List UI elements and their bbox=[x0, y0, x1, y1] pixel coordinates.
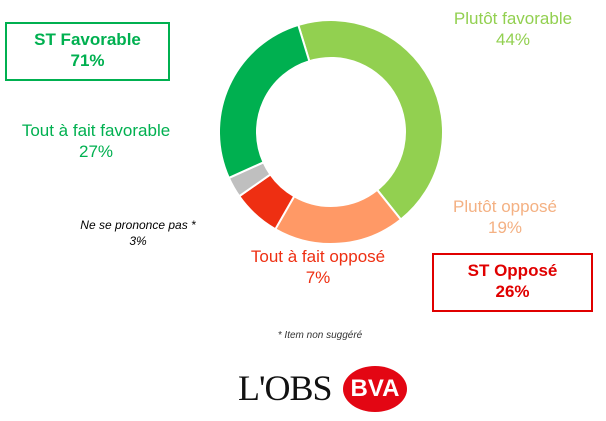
donut-slice-4 bbox=[218, 23, 311, 180]
summary-favorable-value: 71% bbox=[70, 51, 105, 70]
label-tout-a-fait-favorable: Tout à fait favorable 27% bbox=[0, 120, 192, 162]
summary-oppose-value: 26% bbox=[495, 282, 530, 301]
footnote: * Item non suggéré bbox=[277, 330, 363, 341]
donut-slice-0 bbox=[297, 19, 444, 221]
label-tout-a-fait-favorable-text: Tout à fait favorable bbox=[21, 121, 171, 140]
label-tout-a-fait-oppose-text: Tout à fait opposé bbox=[250, 247, 386, 266]
label-plutot-oppose-text: Plutôt opposé bbox=[453, 197, 557, 216]
label-plutot-oppose-value: 19% bbox=[487, 218, 523, 237]
label-tout-a-fait-favorable-value: 27% bbox=[78, 142, 114, 161]
label-nsp-value: 3% bbox=[129, 234, 147, 248]
lobs-logo: L'OBS bbox=[238, 368, 333, 408]
label-plutot-oppose: Plutôt opposé 19% bbox=[425, 196, 585, 238]
label-nsp-text: Ne se prononce pas * bbox=[80, 218, 196, 232]
summary-favorable-label: ST Favorable bbox=[34, 30, 141, 49]
summary-oppose-label: ST Opposé bbox=[467, 261, 558, 280]
summary-oppose-box: ST Opposé 26% bbox=[432, 253, 593, 312]
label-tout-a-fait-oppose-value: 7% bbox=[305, 268, 331, 287]
bva-logo: BVA bbox=[343, 366, 407, 412]
label-plutot-favorable-text: Plutôt favorable bbox=[453, 9, 573, 28]
summary-favorable-box: ST Favorable 71% bbox=[5, 22, 170, 81]
label-plutot-favorable-value: 44% bbox=[495, 30, 531, 49]
label-plutot-favorable: Plutôt favorable 44% bbox=[408, 8, 606, 50]
label-tout-a-fait-oppose: Tout à fait opposé 7% bbox=[218, 246, 418, 288]
label-nsp: Ne se prononce pas * 3% bbox=[52, 217, 224, 249]
